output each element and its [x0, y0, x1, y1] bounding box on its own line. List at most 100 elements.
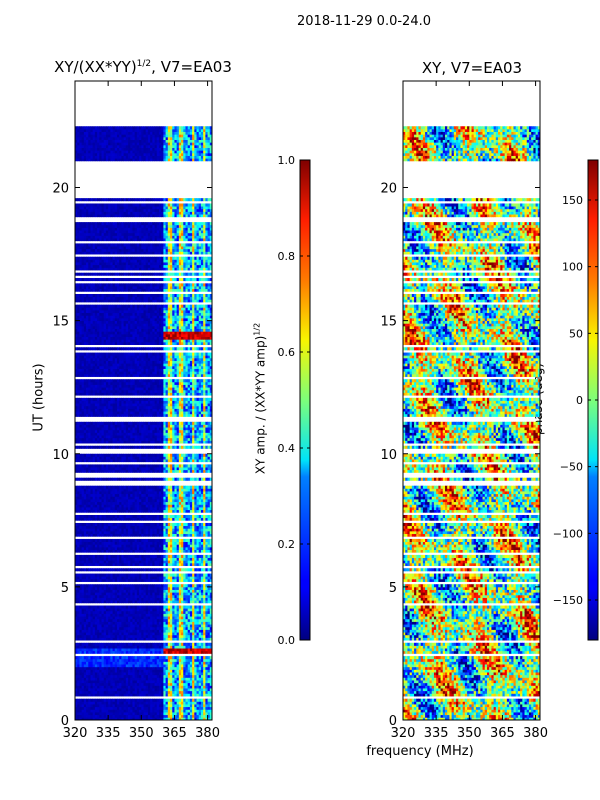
left-heatmap-cell — [205, 507, 208, 511]
left-heatmap-cell — [108, 485, 111, 489]
left-heatmap-cell — [112, 517, 116, 521]
left-heatmap-cell — [88, 541, 91, 545]
left-heatmap-cell — [125, 522, 129, 527]
left-heatmap-cell — [174, 621, 178, 625]
left-heatmap-cell — [121, 549, 125, 553]
left-heatmap-cell — [139, 501, 142, 505]
left-heatmap-cell — [86, 717, 89, 720]
left-heatmap-cell — [94, 530, 98, 535]
left-heatmap-cell — [132, 573, 136, 577]
left-heatmap-cell — [150, 709, 153, 713]
left-heatmap-cell — [108, 538, 111, 543]
left-heatmap-cell — [79, 704, 83, 708]
left-heatmap-cell — [176, 650, 180, 654]
left-heatmap-cell — [136, 538, 140, 543]
left-heatmap-cell — [156, 491, 160, 495]
left-heatmap-cell — [77, 538, 80, 543]
left-heatmap-cell — [123, 637, 127, 641]
left-heatmap-cell — [183, 616, 186, 620]
left-heatmap-cell — [183, 493, 186, 497]
left-heatmap-cell — [187, 554, 191, 558]
left-heatmap-cell — [158, 664, 162, 668]
left-heatmap-cell — [205, 682, 208, 686]
left-heatmap-cell — [165, 664, 169, 668]
left-heatmap-cell — [152, 605, 155, 609]
left-heatmap-cell — [141, 499, 144, 503]
left-heatmap-cell — [200, 477, 204, 481]
left-heatmap-cell — [167, 618, 171, 622]
left-heatmap-cell — [165, 600, 169, 604]
left-heatmap-cell — [88, 491, 91, 495]
left-heatmap-cell — [112, 642, 116, 646]
left-heatmap-cell — [156, 645, 160, 649]
left-heatmap-cell — [185, 467, 189, 471]
left-heatmap-cell — [125, 530, 129, 535]
left-heatmap-cell — [141, 605, 144, 609]
left-heatmap-cell — [128, 672, 131, 676]
left-heatmap-cell — [185, 554, 189, 558]
left-heatmap-cell — [92, 594, 96, 598]
left-heatmap-cell — [205, 637, 208, 641]
left-heatmap-cell — [136, 467, 140, 471]
left-heatmap-cell — [172, 541, 175, 545]
left-heatmap-cell — [163, 504, 166, 508]
left-heatmap-cell — [205, 698, 208, 702]
left-heatmap-cell — [83, 507, 87, 511]
left-heatmap-cell — [125, 682, 129, 686]
left-heatmap-cell — [196, 554, 200, 558]
left-heatmap-cell — [203, 616, 206, 620]
left-heatmap-cell — [156, 709, 160, 713]
left-heatmap-cell — [192, 533, 195, 537]
left-heatmap-cell — [121, 507, 125, 511]
left-heatmap-cell — [161, 514, 164, 519]
left-heatmap-cell — [165, 685, 169, 689]
left-heatmap-cell — [134, 661, 138, 665]
left-heatmap-cell — [174, 554, 178, 558]
left-heatmap-cell — [189, 621, 193, 625]
left-heatmap-cell — [86, 504, 89, 508]
left-heatmap-cell — [187, 642, 191, 646]
left-heatmap-cell — [116, 517, 120, 521]
left-heatmap-cell — [176, 674, 180, 678]
left-heatmap-cell — [94, 578, 98, 582]
left-heatmap-cell — [97, 493, 100, 497]
left-heatmap-cell — [105, 688, 109, 692]
left-heatmap-cell — [128, 469, 131, 473]
left-heatmap-cell — [88, 650, 91, 654]
left-heatmap-cell — [185, 501, 189, 505]
left-heatmap-cell — [185, 517, 189, 521]
left-heatmap-cell — [176, 517, 180, 521]
left-heatmap-cell — [112, 485, 116, 489]
left-heatmap-cell — [119, 629, 122, 633]
left-heatmap-cell — [92, 616, 96, 620]
left-heatmap-cell — [108, 605, 111, 609]
left-heatmap-cell — [141, 693, 144, 697]
left-heatmap-cell — [165, 522, 169, 527]
left-heatmap-cell — [112, 562, 116, 566]
left-heatmap-cell — [112, 661, 116, 665]
left-heatmap-cell — [112, 672, 116, 676]
left-heatmap-cell — [203, 677, 206, 681]
left-heatmap-cell — [209, 499, 212, 503]
left-heatmap-cell — [90, 642, 94, 646]
left-heatmap-cell — [145, 642, 149, 646]
left-heatmap-cell — [99, 525, 102, 529]
left-heatmap-cell — [165, 560, 169, 564]
left-heatmap-cell — [187, 648, 191, 652]
left-heatmap-cell — [200, 714, 204, 718]
left-heatmap-cell — [196, 600, 200, 604]
left-heatmap-cell — [167, 690, 171, 694]
left-heatmap-cell — [103, 709, 107, 713]
left-heatmap-cell — [176, 685, 180, 689]
left-heatmap-cell — [156, 624, 160, 628]
left-heatmap-cell — [139, 682, 142, 686]
left-heatmap-cell — [101, 642, 105, 646]
left-heatmap-cell — [123, 698, 127, 702]
left-heatmap-cell — [132, 538, 136, 543]
left-heatmap-cell — [105, 533, 109, 537]
left-heatmap-cell — [200, 544, 204, 548]
left-heatmap-cell — [114, 507, 118, 511]
left-heatmap-cell — [121, 701, 125, 705]
left-heatmap-cell — [134, 605, 138, 609]
left-heatmap-cell — [94, 674, 98, 678]
